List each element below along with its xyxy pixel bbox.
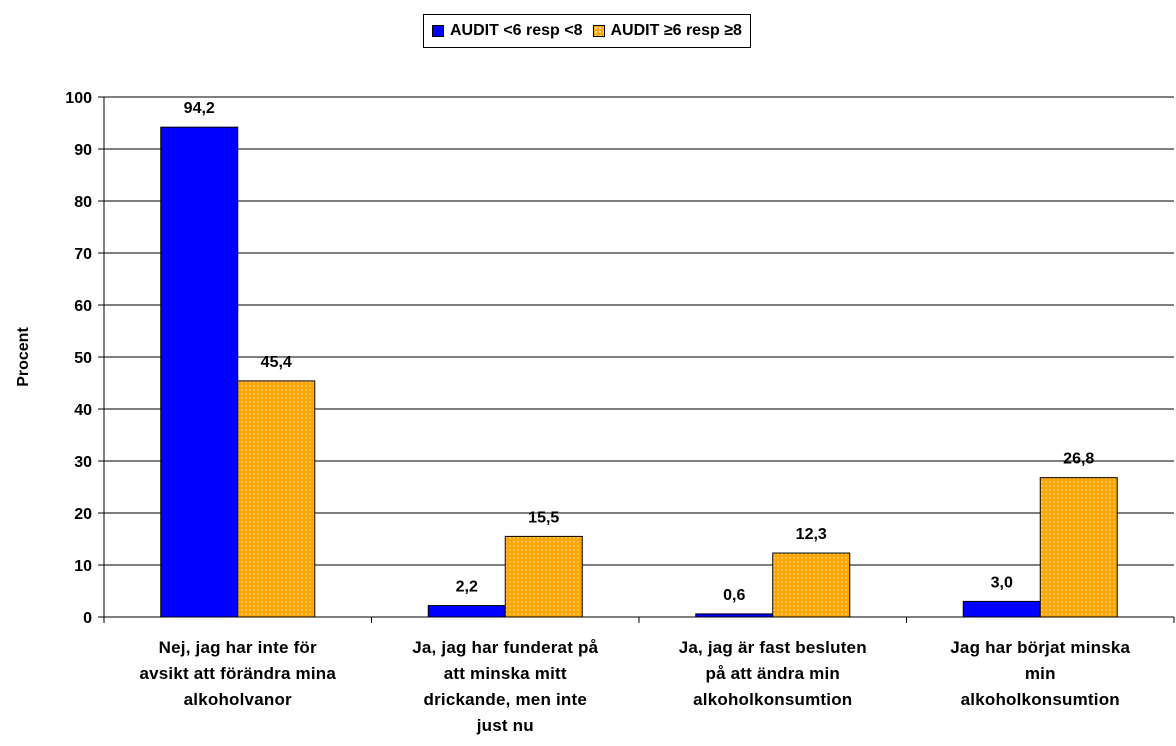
data-label: 3,0 bbox=[991, 574, 1013, 591]
x-category-label: Ja, jag har funderat på att minska mitt dr… bbox=[370, 635, 640, 739]
bar-series-2 bbox=[237, 380, 316, 618]
x-category-label-line: avsikt att förändra mina bbox=[139, 664, 337, 683]
x-category-label-line: Jag har börjat minska bbox=[950, 638, 1131, 657]
x-category-label-line: att minska mitt bbox=[443, 664, 567, 683]
x-category-label-line: Ja, jag har funderat på bbox=[412, 638, 599, 657]
data-label: 0,6 bbox=[723, 587, 745, 604]
y-tick-label: 50 bbox=[74, 350, 92, 367]
y-tick-label: 60 bbox=[74, 298, 92, 315]
x-category-label: Nej, jag har inte för avsikt att förändra… bbox=[103, 635, 373, 713]
data-labels: 94,2 45,4 2,2 15,5 0,6 12,3 3,0 26,8 bbox=[184, 100, 1095, 604]
y-tick-label: 10 bbox=[74, 558, 92, 575]
x-category-label-line: på att ändra min bbox=[705, 664, 840, 683]
x-category-label: Jag har börjat minska min alkoholkonsumtio… bbox=[905, 635, 1175, 713]
x-category-label-line: drickande, men inte bbox=[423, 690, 587, 709]
legend-label-series-2: AUDIT ≥6 resp ≥8 bbox=[610, 22, 742, 39]
legend-swatch-series-2 bbox=[592, 25, 605, 37]
axes: 0 10 20 30 40 50 60 70 80 90 100 bbox=[65, 90, 1175, 627]
x-category-label-line: Ja, jag är fast besluten bbox=[678, 638, 867, 657]
bar-series-1 bbox=[427, 605, 506, 618]
bars bbox=[160, 126, 1118, 618]
bar-series-2 bbox=[772, 552, 851, 618]
y-tick-label: 20 bbox=[74, 506, 92, 523]
legend-item-series-2: AUDIT ≥6 resp ≥8 bbox=[592, 22, 742, 40]
y-tick-label: 40 bbox=[74, 402, 92, 419]
x-category-label-line: alkoholkonsumtion bbox=[960, 690, 1120, 709]
legend-label-series-1: AUDIT <6 resp <8 bbox=[450, 22, 583, 39]
legend: AUDIT <6 resp <8 AUDIT ≥6 resp ≥8 bbox=[423, 14, 751, 48]
x-category-label-line: alkoholvanor bbox=[183, 690, 292, 709]
y-tick-label: 80 bbox=[74, 194, 92, 211]
x-category-label: Ja, jag är fast besluten på att ändra min… bbox=[638, 635, 908, 713]
bar-series-1 bbox=[962, 600, 1041, 618]
y-tick-label: 90 bbox=[74, 142, 92, 159]
x-category-label-line: min bbox=[1024, 664, 1056, 683]
legend-swatch-series-1 bbox=[432, 25, 444, 37]
y-tick-label: 70 bbox=[74, 246, 92, 263]
data-label: 45,4 bbox=[261, 354, 292, 371]
bar-series-1 bbox=[160, 126, 239, 618]
bar-series-2 bbox=[504, 535, 583, 618]
data-label: 2,2 bbox=[456, 579, 478, 596]
data-label: 15,5 bbox=[528, 509, 559, 526]
x-category-label-line: Nej, jag har inte för bbox=[158, 638, 317, 657]
x-category-label-line: just nu bbox=[476, 716, 534, 735]
data-label: 94,2 bbox=[184, 100, 215, 117]
data-label: 12,3 bbox=[796, 526, 827, 543]
legend-item-series-1: AUDIT <6 resp <8 bbox=[432, 22, 583, 40]
bar-series-2 bbox=[1039, 477, 1118, 618]
x-category-label-line: alkoholkonsumtion bbox=[693, 690, 853, 709]
y-tick-label: 100 bbox=[65, 90, 92, 107]
y-tick-label: 30 bbox=[74, 454, 92, 471]
data-label: 26,8 bbox=[1063, 451, 1094, 468]
y-tick-label: 0 bbox=[83, 610, 92, 627]
